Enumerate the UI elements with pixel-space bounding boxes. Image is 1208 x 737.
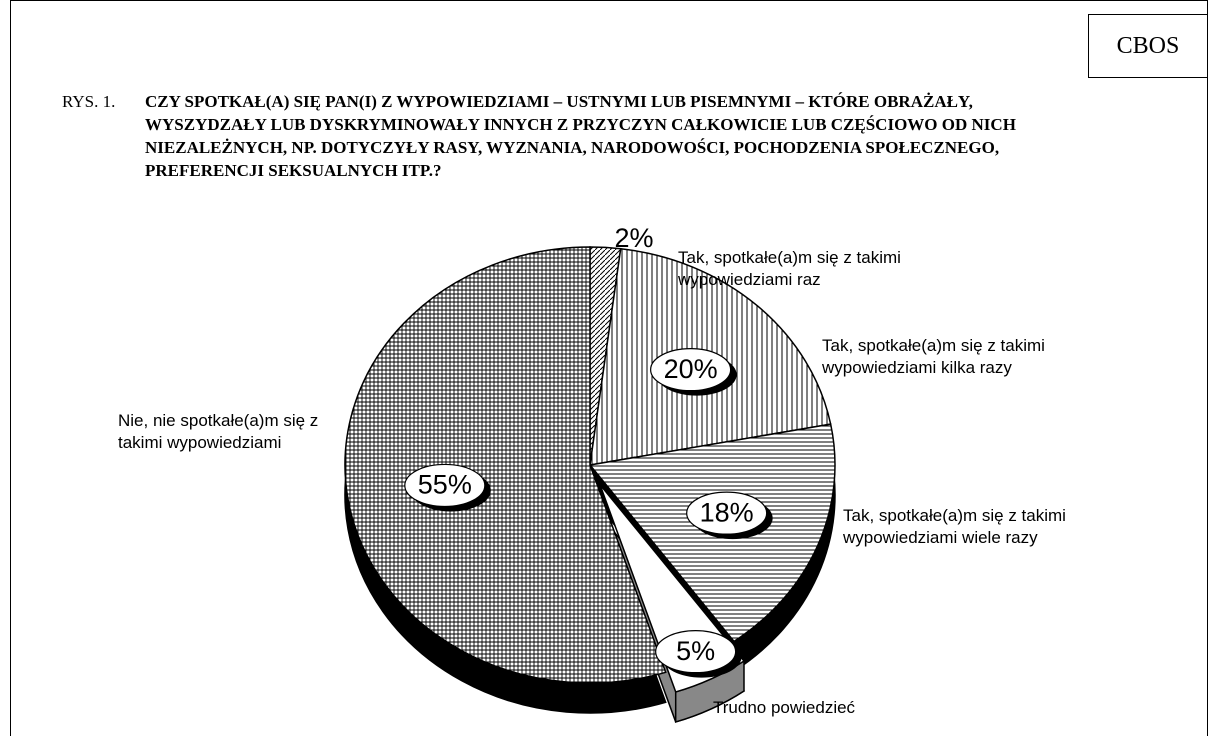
slice-label: Tak, spotkałe(a)m się z takimi wypowiedz… [678,248,901,289]
value-label: 20% [664,354,718,384]
figure-label: RYS. 1. [62,92,116,111]
chart-title: CZY SPOTKAŁ(A) SIĘ PAN(I) Z WYPOWIEDZIAM… [145,92,1016,180]
value-label: 55% [418,470,472,500]
label-bubble [686,491,768,535]
slice-label: Tak, spotkałe(a)m się z takimi wypowiedz… [822,336,1045,377]
slice-label: Nie, nie spotkałe(a)m się z takimi wypow… [118,411,319,452]
value-label: 2% [614,223,653,253]
value-label: 5% [676,636,715,666]
label-bubble [650,348,732,392]
label-bubble [404,463,486,508]
value-label: 18% [700,497,754,527]
source: CBOS [1088,14,1207,78]
title-block: RYS. 1. CZY SPOTKAŁ(A) SIĘ PAN(I) Z WYPOW… [62,90,1092,182]
slice-label: Tak, spotkałe(a)m się z takimi wypowiedz… [843,506,1066,547]
slice [344,246,667,684]
label-bubble [655,630,737,674]
slice-label: Trudno powiedzieć [713,698,856,717]
